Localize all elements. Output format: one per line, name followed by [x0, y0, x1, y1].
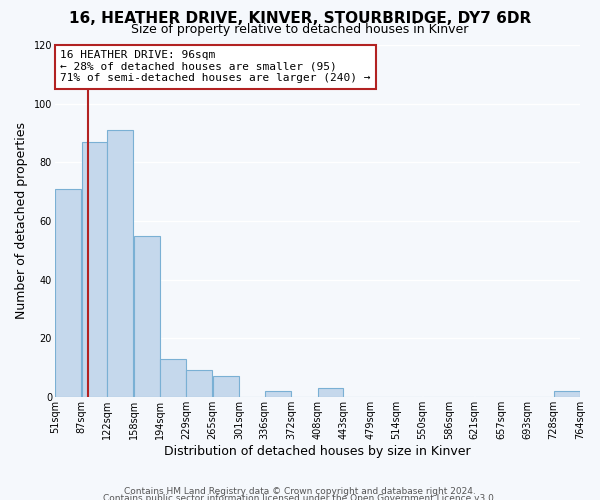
Text: Size of property relative to detached houses in Kinver: Size of property relative to detached ho…: [131, 22, 469, 36]
Bar: [212, 376, 239, 397]
Bar: [55, 188, 81, 397]
Text: Contains public sector information licensed under the Open Government Licence v3: Contains public sector information licen…: [103, 494, 497, 500]
X-axis label: Distribution of detached houses by size in Kinver: Distribution of detached houses by size …: [164, 444, 471, 458]
Y-axis label: Number of detached properties: Number of detached properties: [15, 122, 28, 320]
Bar: [160, 358, 186, 397]
Bar: [318, 388, 343, 397]
Bar: [554, 391, 580, 397]
Bar: [107, 130, 133, 397]
Bar: [82, 142, 107, 397]
Bar: [186, 370, 212, 397]
Text: Contains HM Land Registry data © Crown copyright and database right 2024.: Contains HM Land Registry data © Crown c…: [124, 488, 476, 496]
Bar: [134, 236, 160, 397]
Bar: [265, 391, 291, 397]
Text: 16, HEATHER DRIVE, KINVER, STOURBRIDGE, DY7 6DR: 16, HEATHER DRIVE, KINVER, STOURBRIDGE, …: [69, 11, 531, 26]
Text: 16 HEATHER DRIVE: 96sqm
← 28% of detached houses are smaller (95)
71% of semi-de: 16 HEATHER DRIVE: 96sqm ← 28% of detache…: [60, 50, 371, 84]
